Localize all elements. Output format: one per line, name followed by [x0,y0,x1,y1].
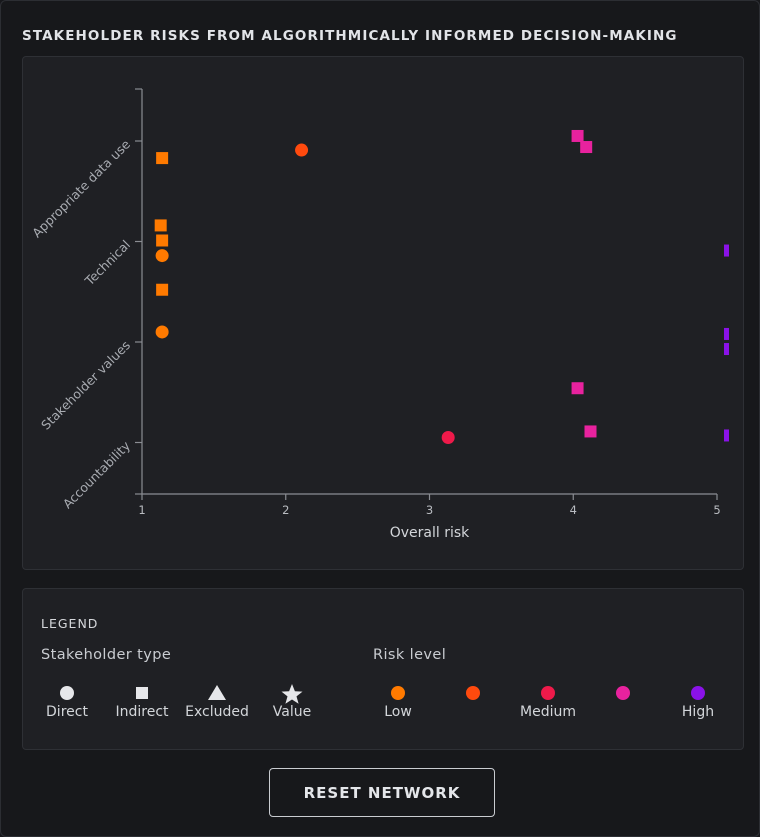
data-point-square [156,152,169,165]
star-icon [281,684,303,704]
legend-label-direct: Direct [46,704,88,720]
legend-item-risk-high[interactable]: High [653,683,743,722]
data-point-square [724,244,729,257]
legend-item-direct[interactable]: Direct [22,683,112,722]
risk-high-dot-icon [691,686,705,700]
legend-label-medium: Medium [520,704,576,720]
scatter-chart: 1 2 3 4 5 Overall risk Appropriate data useTec… [29,88,729,541]
data-point-square [156,234,169,247]
data-point-square [724,343,729,356]
data-point-square [156,283,169,296]
legend-panel: LEGEND Stakeholder type Risk level Direc… [22,588,744,750]
data-point-square [580,141,593,154]
legend-item-indirect[interactable]: Indirect [97,683,187,722]
legend-item-excluded[interactable]: Excluded [172,683,262,722]
x-tick-label: 5 [713,503,720,517]
data-point-square [154,219,167,232]
legend-label-high: High [681,704,715,720]
data-point-square [571,129,584,142]
legend-label-indirect: Indirect [115,704,169,720]
y-category-label: Stakeholder values [38,338,133,433]
data-point-square [724,429,729,442]
legend-title: LEGEND [41,616,99,631]
triangle-icon [208,685,226,700]
data-point-square [724,327,729,340]
legend-item-risk-medium-high[interactable] [578,683,668,722]
x-tick-label: 3 [426,503,433,517]
legend-label-low: Low [384,704,412,720]
y-category-label: Accountability [60,438,134,512]
x-axis-label: Overall risk [390,525,470,541]
legend-item-value[interactable]: Value [247,683,337,722]
square-icon [136,687,148,699]
x-tick-label: 1 [138,503,145,517]
stakeholder-type-heading: Stakeholder type [41,647,172,663]
x-tick-label: 4 [570,503,577,517]
risk-low-medium-dot-icon [466,686,480,700]
risk-medium-dot-icon [541,686,555,700]
data-point-square [571,382,584,395]
y-category-label: Technical [81,237,133,289]
x-tick-label: 2 [282,503,289,517]
data-point-circle [155,249,169,263]
risk-level-heading: Risk level [373,647,447,663]
legend-label-excluded: Excluded [185,704,249,720]
page-title: STAKEHOLDER RISKS FROM ALGORITHMICALLY I… [22,28,678,44]
chart-panel: 1 2 3 4 5 Overall risk Appropriate data use Tec… [22,56,744,570]
circle-icon [60,686,74,700]
legend-label-value: Value [272,704,312,720]
risk-low-dot-icon [391,686,405,700]
reset-network-button[interactable]: RESET NETWORK [269,768,495,817]
legend-item-risk-medium[interactable]: Medium [503,683,593,722]
data-point-circle [441,430,455,444]
risk-medium-high-dot-icon [616,686,630,700]
data-point-circle [155,325,169,339]
legend-item-risk-low[interactable]: Low [353,683,443,722]
data-point-square [584,425,597,438]
y-category-label: Appropriate data use [29,136,133,240]
data-point-circle [295,143,309,157]
legend-item-risk-low-medium[interactable] [428,683,518,722]
